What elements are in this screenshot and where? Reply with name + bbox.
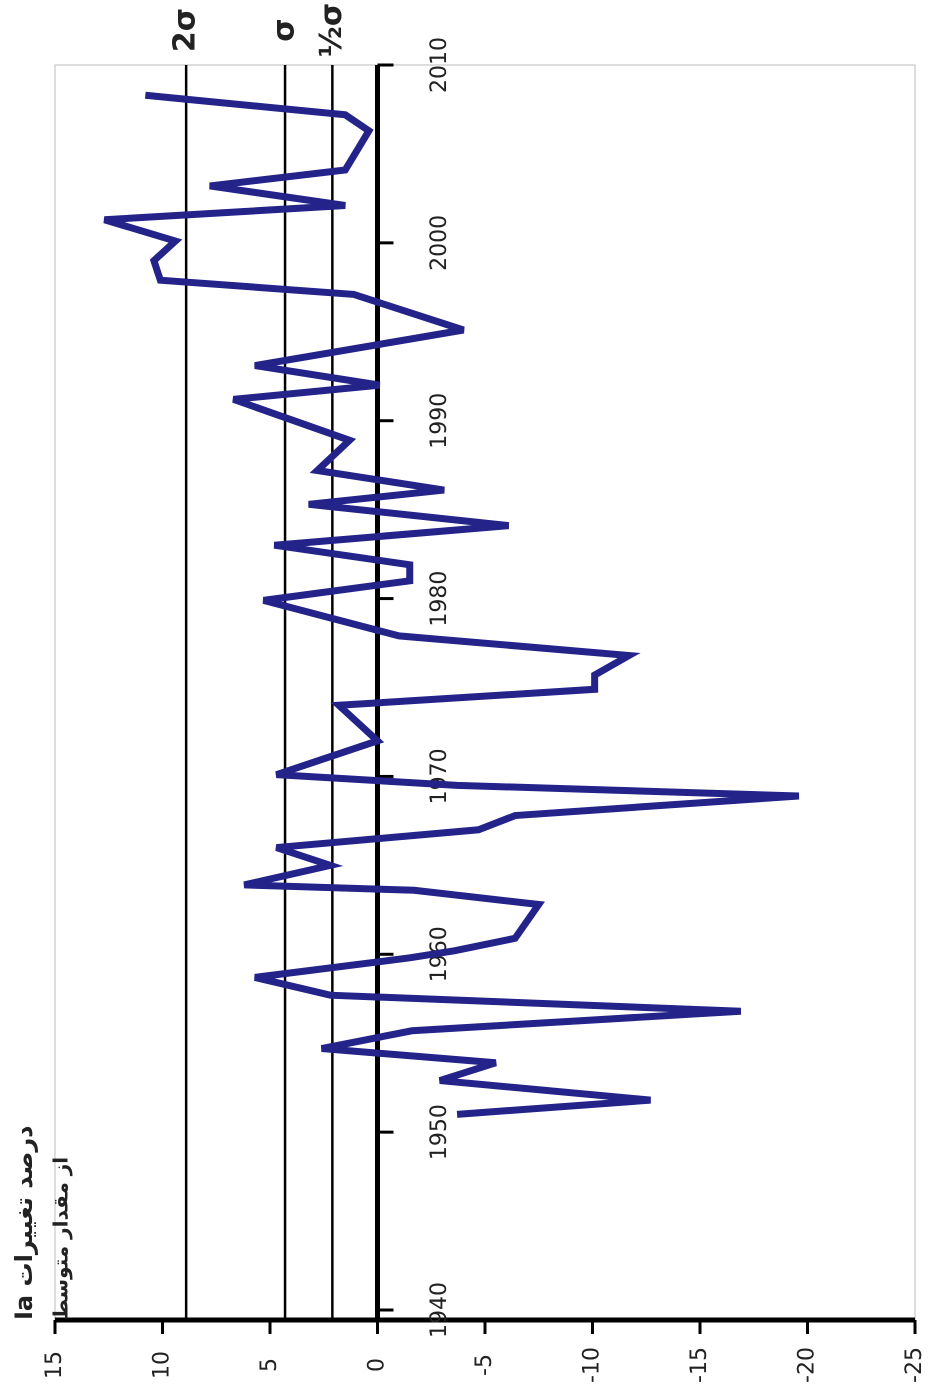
- chart-subtitle: از مقدار متوسط: [49, 1157, 73, 1320]
- data-line: [103, 91, 800, 1118]
- x-tick-label: 1970: [427, 748, 452, 804]
- x-tick-label: 1940: [427, 1282, 452, 1338]
- x-tick-label: 2010: [427, 37, 452, 93]
- x-tick-label: 1980: [427, 571, 452, 627]
- x-tick-label: 2000: [427, 215, 452, 271]
- y-tick-label: 0: [365, 1358, 390, 1372]
- y-tick-label: -25: [902, 1347, 927, 1383]
- y-tick-label: -20: [795, 1347, 820, 1383]
- reference-label: σ: [267, 18, 302, 41]
- y-tick-label: 10: [150, 1351, 175, 1379]
- y-tick-label: 15: [42, 1351, 67, 1379]
- plot-frame: [54, 64, 916, 1321]
- y-tick-label: -15: [687, 1347, 712, 1383]
- chart-title: Ia درصد تغییرات: [10, 1126, 38, 1320]
- x-tick-label: 1990: [427, 393, 452, 449]
- reference-label: ½σ: [314, 3, 349, 57]
- y-tick-label: -10: [580, 1347, 605, 1383]
- y-tick-label: -5: [472, 1354, 497, 1376]
- x-tick-label: 1950: [427, 1104, 452, 1160]
- y-tick-label: 5: [257, 1358, 282, 1372]
- reference-label: 2σ: [168, 8, 203, 52]
